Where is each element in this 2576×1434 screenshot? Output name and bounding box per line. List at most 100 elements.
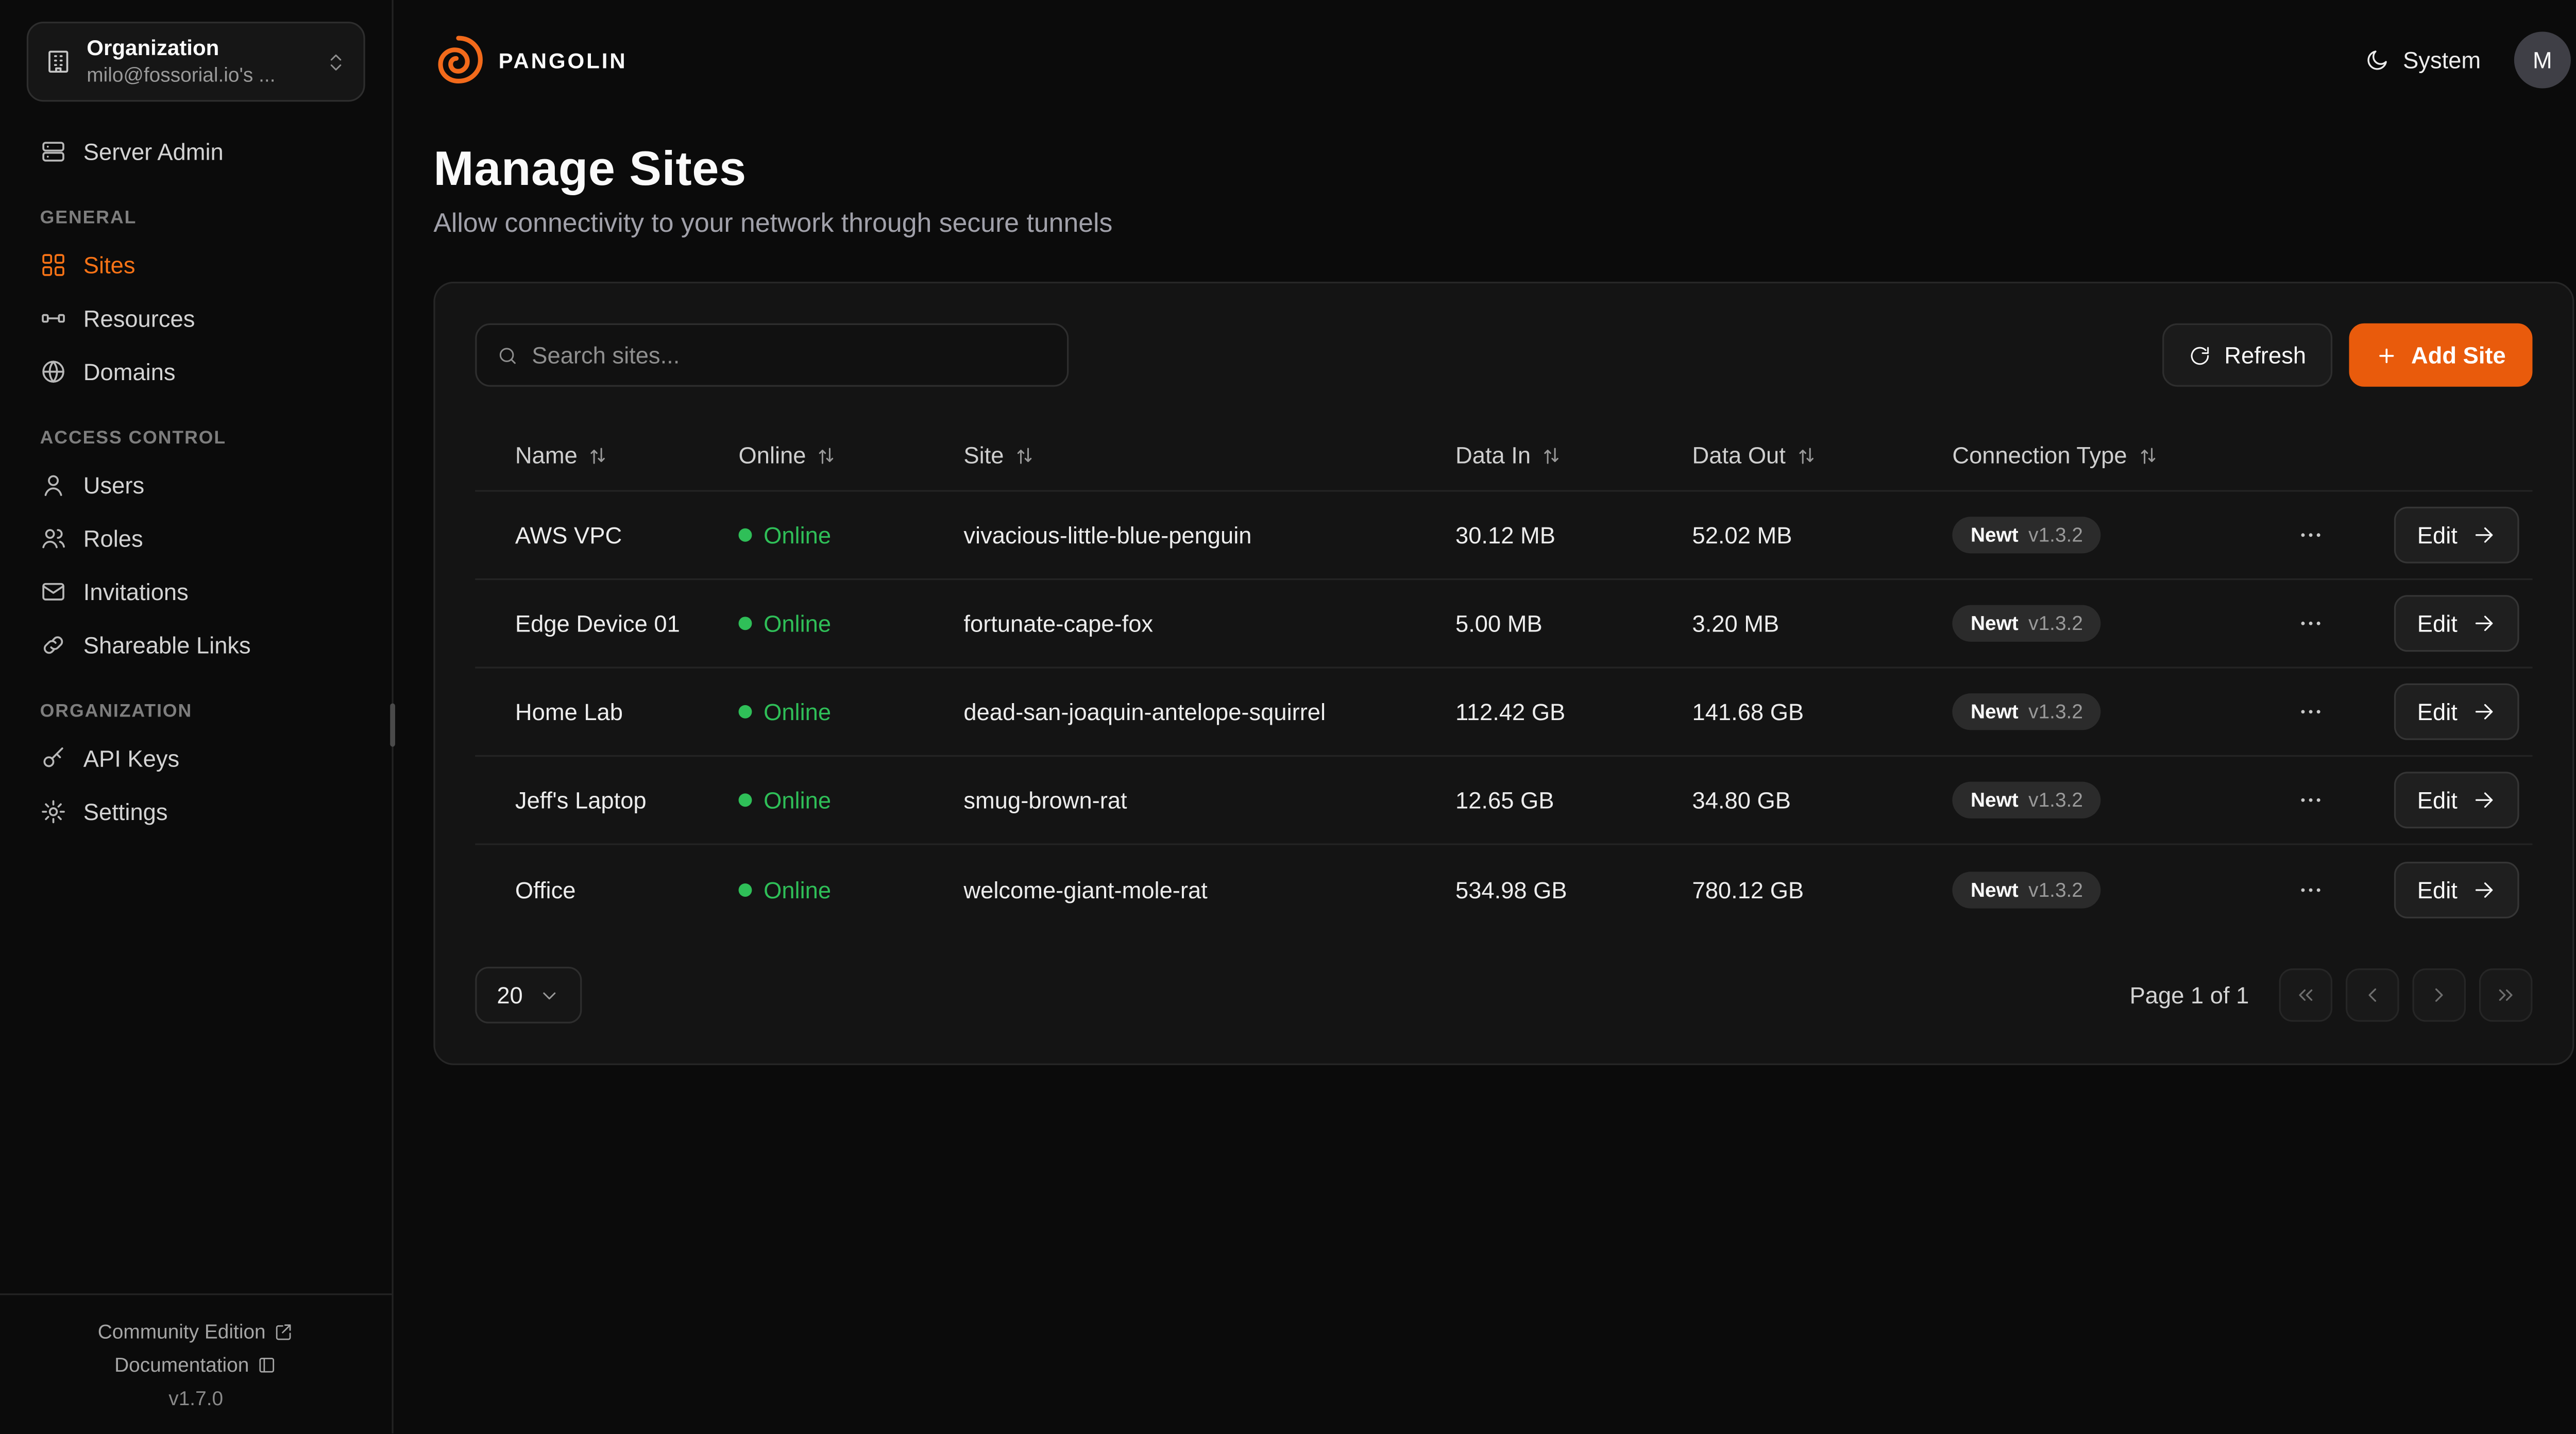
sidebar-resize-handle[interactable] bbox=[390, 703, 395, 747]
avatar[interactable]: M bbox=[2514, 31, 2571, 89]
client-version: v1.3.2 bbox=[2028, 523, 2083, 547]
edit-button[interactable]: Edit bbox=[2394, 595, 2519, 652]
connection-type-cell: Newt v1.3.2 bbox=[1952, 693, 2285, 730]
sidebar-item-domains[interactable]: Domains bbox=[27, 346, 365, 399]
sites-card: Refresh Add Site Name bbox=[433, 281, 2574, 1065]
sidebar-item-roles[interactable]: Roles bbox=[27, 513, 365, 566]
edit-button[interactable]: Edit bbox=[2394, 772, 2519, 829]
page-size-select[interactable]: 20 bbox=[475, 966, 581, 1023]
sidebar-section-access-control: ACCESS CONTROL bbox=[40, 429, 227, 450]
next-page-button[interactable] bbox=[2412, 968, 2466, 1022]
column-label: Online bbox=[738, 441, 806, 469]
edit-button[interactable]: Edit bbox=[2394, 506, 2519, 564]
users-icon bbox=[42, 530, 65, 549]
column-label: Name bbox=[515, 441, 578, 469]
sidebar-item-label: Invitations bbox=[83, 579, 189, 606]
edit-button[interactable]: Edit bbox=[2394, 683, 2519, 740]
sidebar-item-shareable-links[interactable]: Shareable Links bbox=[27, 619, 365, 673]
site-status: Online bbox=[738, 876, 964, 902]
column-header-online[interactable]: Online bbox=[738, 441, 964, 469]
page-indicator: Page 1 of 1 bbox=[2129, 982, 2249, 1009]
column-header-connection-type[interactable]: Connection Type bbox=[1952, 442, 2285, 468]
edit-label: Edit bbox=[2417, 787, 2458, 814]
external-link-icon bbox=[276, 1324, 292, 1340]
community-edition-label: Community Edition bbox=[97, 1320, 266, 1344]
theme-toggle[interactable]: System bbox=[2365, 47, 2481, 73]
sidebar-item-resources[interactable]: Resources bbox=[27, 293, 365, 346]
table-row: Jeff's Laptop Online smug-brown-rat 12.6… bbox=[475, 757, 2533, 845]
sidebar-item-invitations[interactable]: Shareable Links Invitations bbox=[27, 566, 365, 620]
client-name: Newt bbox=[1970, 700, 2019, 724]
sidebar-item-label: Sites bbox=[83, 252, 135, 279]
arrow-right-icon bbox=[2475, 616, 2493, 631]
site-name: Edge Device 01 bbox=[515, 610, 680, 637]
brand-name: PANGOLIN bbox=[498, 47, 628, 73]
sidebar-item-users[interactable]: Users bbox=[27, 459, 365, 513]
arrow-right-icon bbox=[2475, 527, 2493, 543]
add-site-button[interactable]: Add Site bbox=[2349, 323, 2533, 387]
org-selector[interactable]: Organization milo@fossorial.io's ... bbox=[26, 22, 365, 103]
online-dot-icon bbox=[738, 705, 752, 719]
sidebar-item-server-admin[interactable]: Server Admin bbox=[27, 126, 365, 179]
server-icon bbox=[42, 142, 64, 163]
last-page-button[interactable] bbox=[2479, 968, 2533, 1022]
org-subtitle: milo@fossorial.io's ... bbox=[87, 63, 276, 87]
page-size-value: 20 bbox=[497, 982, 523, 1009]
pangolin-logo-icon bbox=[438, 36, 483, 84]
documentation-link[interactable]: Documentation bbox=[16, 1348, 375, 1382]
arrow-right-icon bbox=[2475, 792, 2493, 808]
column-header-site[interactable]: Site bbox=[963, 442, 1455, 468]
topbar-right: System M bbox=[2365, 31, 2571, 89]
online-dot-icon bbox=[738, 617, 752, 630]
edit-label: Edit bbox=[2417, 521, 2458, 549]
ellipsis-icon bbox=[2301, 533, 2320, 537]
client-version: v1.3.2 bbox=[2028, 788, 2083, 812]
first-page-button[interactable] bbox=[2279, 968, 2333, 1022]
row-actions-button[interactable] bbox=[2286, 599, 2336, 648]
building-icon bbox=[48, 51, 69, 73]
status-label: Online bbox=[764, 521, 832, 549]
row-actions-button[interactable] bbox=[2286, 775, 2336, 825]
sidebar: Organization milo@fossorial.io's ... Ser… bbox=[0, 0, 395, 1433]
data-out-value: 34.80 GB bbox=[1692, 787, 1791, 814]
data-in-value: 112.42 GB bbox=[1455, 698, 1566, 725]
search-input[interactable] bbox=[532, 342, 1047, 369]
refresh-button[interactable]: Refresh bbox=[2162, 323, 2333, 387]
row-actions-button[interactable] bbox=[2286, 510, 2336, 560]
table-row: Home Lab Online dead-san-joaquin-antelop… bbox=[475, 669, 2533, 757]
sidebar-item-settings[interactable]: Settings bbox=[27, 786, 365, 840]
connection-type-badge: Newt v1.3.2 bbox=[1952, 693, 2102, 730]
sidebar-item-sites[interactable]: Sites bbox=[27, 239, 365, 293]
ellipsis-icon bbox=[2301, 710, 2320, 714]
prev-page-button[interactable] bbox=[2346, 968, 2399, 1022]
site-slug: welcome-giant-mole-rat bbox=[963, 876, 1208, 903]
online-dot-icon bbox=[738, 793, 752, 807]
grid-icon bbox=[42, 254, 64, 277]
column-header-data-out[interactable]: Data Out bbox=[1692, 442, 1953, 468]
client-name: Newt bbox=[1970, 523, 2019, 547]
page-subtitle: Allow connectivity to your network throu… bbox=[433, 210, 1113, 238]
sidebar-item-api-keys[interactable]: API Keys bbox=[27, 732, 365, 786]
sidebar-item-label: Shareable Links bbox=[83, 633, 251, 659]
chevron-right-icon bbox=[2435, 988, 2443, 1002]
sidebar-section-organization: ORGANIZATION bbox=[40, 702, 193, 723]
data-in-value: 5.00 MB bbox=[1455, 610, 1543, 637]
column-header-data-in[interactable]: Data In bbox=[1455, 442, 1692, 468]
chevron-left-icon bbox=[2368, 988, 2377, 1002]
sort-icon bbox=[1799, 447, 1814, 463]
ellipsis-icon bbox=[2301, 887, 2320, 891]
book-icon bbox=[260, 1357, 275, 1373]
connection-type-badge: Newt v1.3.2 bbox=[1952, 870, 2102, 908]
sort-icon bbox=[2141, 447, 2155, 463]
edit-button[interactable]: Edit bbox=[2394, 861, 2519, 918]
data-in-value: 534.98 GB bbox=[1455, 876, 1567, 903]
sidebar-item-label: Server Admin bbox=[83, 139, 224, 166]
chevrons-left-icon bbox=[2299, 989, 2313, 1001]
community-edition-link[interactable]: Community Edition bbox=[16, 1315, 375, 1348]
site-slug: dead-san-joaquin-antelope-squirrel bbox=[963, 698, 1326, 725]
column-header-name[interactable]: Name bbox=[488, 441, 738, 469]
row-actions-button[interactable] bbox=[2286, 687, 2336, 737]
table-row: AWS VPC Online vivacious-little-blue-pen… bbox=[475, 492, 2533, 581]
add-site-label: Add Site bbox=[2411, 342, 2506, 369]
row-actions-button[interactable] bbox=[2286, 864, 2336, 914]
